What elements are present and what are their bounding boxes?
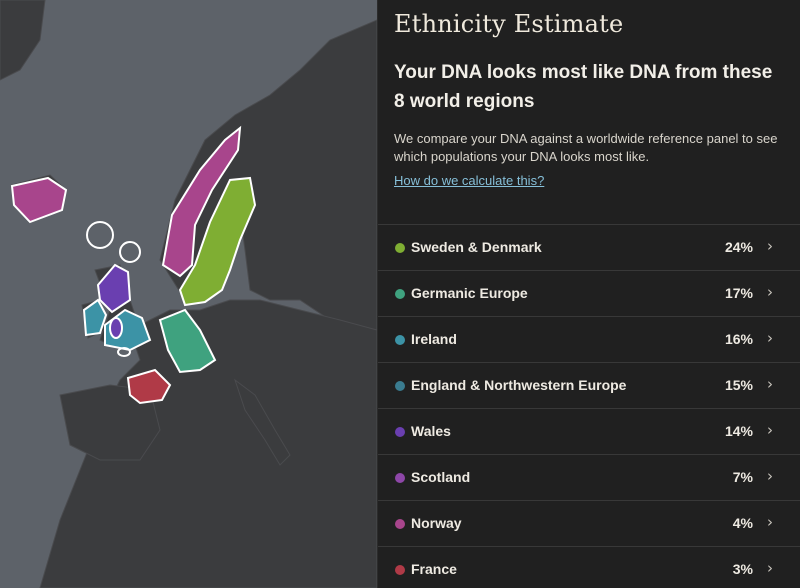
region-percent: 15% bbox=[724, 377, 753, 393]
chevron-right-icon[interactable]: › bbox=[767, 559, 773, 577]
region-ireland-overlay bbox=[82, 298, 108, 337]
region-percent: 14% bbox=[724, 423, 753, 439]
panel-title: Ethnicity Estimate bbox=[394, 10, 624, 38]
ethnicity-map[interactable] bbox=[0, 0, 377, 588]
map-canvas bbox=[0, 0, 377, 588]
region-row[interactable]: Wales 14% › bbox=[378, 408, 800, 454]
how-we-calculate-link[interactable]: How do we calculate this? bbox=[394, 173, 545, 188]
region-name: Sweden & Denmark bbox=[411, 239, 542, 255]
region-percent: 3% bbox=[732, 561, 753, 577]
region-color-dot bbox=[395, 335, 405, 345]
region-row[interactable]: Germanic Europe 17% › bbox=[378, 270, 800, 316]
region-name: France bbox=[411, 561, 457, 577]
region-name: Scotland bbox=[411, 469, 471, 485]
region-iceland-overlay bbox=[10, 176, 68, 224]
region-wales-overlay bbox=[109, 317, 123, 339]
chevron-right-icon[interactable]: › bbox=[767, 283, 773, 301]
chevron-right-icon[interactable]: › bbox=[767, 513, 773, 531]
region-channel-outline bbox=[117, 347, 131, 357]
region-list: Sweden & Denmark 24% › Germanic Europe 17% › I… bbox=[378, 224, 800, 588]
region-percent: 16% bbox=[724, 331, 753, 347]
region-name: Ireland bbox=[411, 331, 457, 347]
region-name: Germanic Europe bbox=[411, 285, 528, 301]
chevron-right-icon[interactable]: › bbox=[767, 375, 773, 393]
region-row[interactable]: Ireland 16% › bbox=[378, 316, 800, 362]
region-name: Norway bbox=[411, 515, 462, 531]
chevron-right-icon[interactable]: › bbox=[767, 467, 773, 485]
region-name: England & Northwestern Europe bbox=[411, 377, 627, 393]
chevron-right-icon[interactable]: › bbox=[767, 421, 773, 439]
region-germanic-overlay bbox=[158, 308, 217, 374]
region-scotland-overlay bbox=[96, 263, 132, 314]
region-percent: 24% bbox=[724, 239, 753, 255]
region-percent: 7% bbox=[732, 469, 753, 485]
region-color-dot bbox=[395, 243, 405, 253]
region-color-dot bbox=[395, 519, 405, 529]
land-italy bbox=[234, 378, 291, 466]
region-norway-overlay bbox=[161, 125, 242, 278]
region-row[interactable]: England & Northwestern Europe 15% › bbox=[378, 362, 800, 408]
chevron-right-icon[interactable]: › bbox=[767, 237, 773, 255]
region-percent: 4% bbox=[732, 515, 753, 531]
region-name: Wales bbox=[411, 423, 451, 439]
region-color-dot bbox=[395, 381, 405, 391]
region-color-dot bbox=[395, 565, 405, 575]
land-greenland-edge bbox=[0, 0, 46, 81]
regions-headline: Your DNA looks most like DNA from these … bbox=[394, 62, 773, 112]
ethnicity-panel: Ethnicity Estimate Your DNA looks most l… bbox=[377, 0, 800, 588]
region-percent: 17% bbox=[724, 285, 753, 301]
panel-description: We compare your DNA against a worldwide … bbox=[394, 131, 778, 164]
region-row[interactable]: Norway 4% › bbox=[378, 500, 800, 546]
region-color-dot bbox=[395, 427, 405, 437]
chevron-right-icon[interactable]: › bbox=[767, 329, 773, 347]
region-row[interactable]: Sweden & Denmark 24% › bbox=[378, 224, 800, 270]
region-sweden-overlay bbox=[178, 176, 257, 307]
region-color-dot bbox=[395, 289, 405, 299]
region-row[interactable]: Scotland 7% › bbox=[378, 454, 800, 500]
region-color-dot bbox=[395, 473, 405, 483]
region-shetland-outline bbox=[119, 241, 141, 263]
region-france-overlay bbox=[126, 368, 172, 405]
region-faroe-outline bbox=[86, 221, 114, 249]
region-row[interactable]: France 3% › bbox=[378, 546, 800, 588]
land-iberia bbox=[59, 384, 161, 461]
